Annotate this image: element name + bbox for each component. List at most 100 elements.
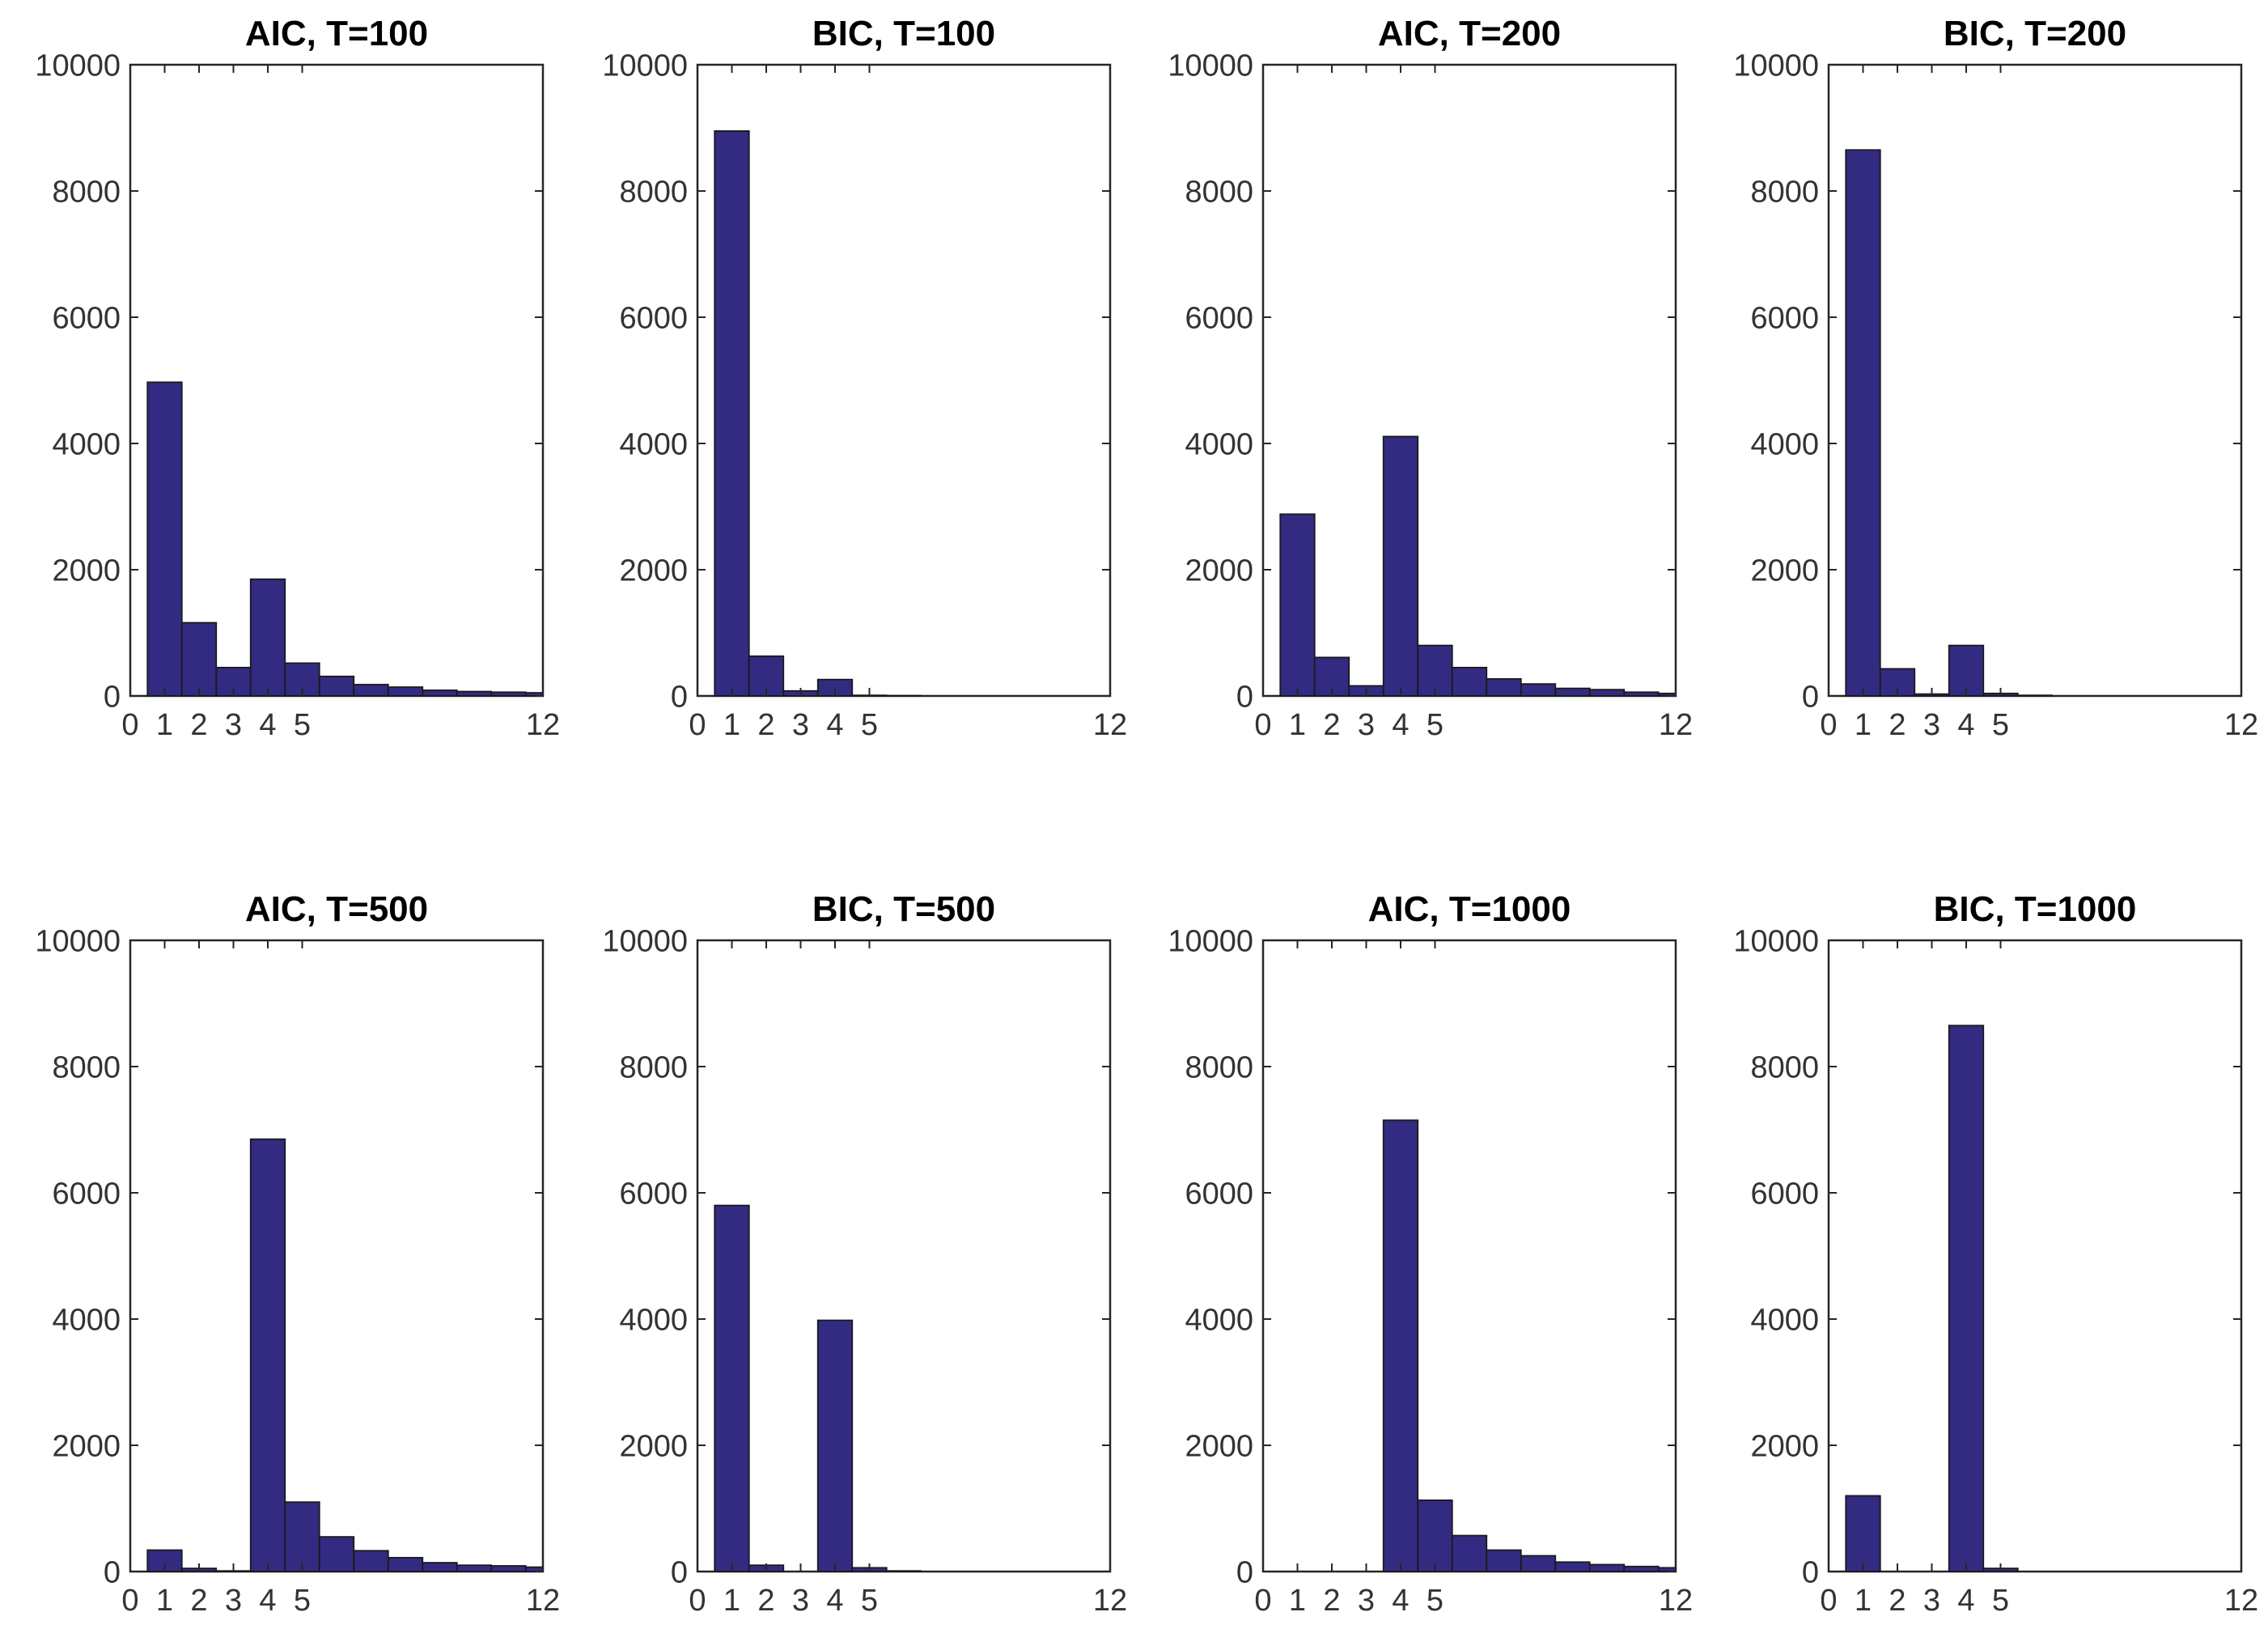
y-tick-label: 4000 [52,427,121,461]
histogram-bar [1486,678,1522,697]
histogram-bar [1948,1024,1985,1572]
x-tick-label: 1 [1289,1584,1306,1618]
x-tick-label: 12 [526,1584,560,1618]
chart-title: AIC, T=100 [245,14,428,53]
y-tick-label: 0 [1236,680,1253,714]
y-tick-label: 2000 [1750,1429,1819,1463]
x-tick-label: 5 [294,708,311,742]
axes-box [129,63,545,698]
histogram-bar [249,1138,286,1572]
y-tick-label: 0 [671,1555,688,1589]
y-tick-label: 4000 [1185,1303,1253,1337]
histogram-bar [2016,694,2054,697]
y-tick-label: 8000 [619,1050,688,1084]
y-tick-label: 2000 [619,554,688,588]
axes-box [696,939,1112,1573]
histogram-bar [456,690,493,697]
histogram-bar [1451,667,1488,697]
x-tick-label: 4 [1957,708,1974,742]
x-tick-label: 4 [1392,1584,1409,1618]
y-tick-label: 6000 [1185,1177,1253,1211]
axes-box [696,63,1112,698]
x-tick-label: 5 [1427,708,1443,742]
axes-box [1827,939,2243,1573]
y-tick-label: 8000 [52,175,121,209]
x-tick-label: 12 [526,708,560,742]
histogram-bar [318,675,355,697]
histogram-bar [1588,1563,1626,1572]
x-tick-label: 4 [1392,708,1409,742]
y-tick-label: 8000 [52,1050,121,1084]
histogram-bar [456,1564,493,1572]
x-tick-label: 12 [1093,1584,1127,1618]
histogram-bar [1382,1119,1419,1572]
chart-title: BIC, T=1000 [1934,889,2137,929]
y-tick-label: 10000 [35,49,121,83]
x-tick-label: 2 [1323,1584,1340,1618]
y-tick-label: 8000 [619,175,688,209]
x-tick-label: 3 [792,1584,809,1618]
histogram-bar [180,621,218,697]
histogram-bar [387,686,424,697]
x-tick-label: 12 [2224,1584,2258,1618]
histogram-bar [284,1501,320,1572]
histogram-bar [1554,1561,1591,1572]
histogram-bar [714,129,750,697]
y-tick-label: 8000 [1185,1050,1253,1084]
x-tick-label: 1 [1855,708,1872,742]
y-tick-label: 2000 [1185,554,1253,588]
histogram-bar [1623,1565,1660,1572]
x-tick-label: 5 [1427,1584,1443,1618]
histogram-bar [249,578,286,697]
y-tick-label: 4000 [619,1303,688,1337]
x-tick-label: 5 [1992,1584,2009,1618]
y-tick-label: 10000 [35,924,121,958]
x-tick-label: 0 [689,1584,706,1618]
histogram-bar [422,689,458,697]
x-tick-label: 1 [156,1584,173,1618]
histogram-bar [1554,687,1591,697]
y-tick-label: 6000 [1750,1177,1819,1211]
histogram-bar [1845,1495,1881,1572]
y-tick-label: 4000 [1750,427,1819,461]
y-tick-label: 6000 [52,1177,121,1211]
x-tick-label: 5 [294,1584,311,1618]
y-tick-label: 10000 [1733,49,1819,83]
histogram-bar [1279,513,1316,697]
histogram-bar [490,1565,527,1572]
chart-title: BIC, T=500 [812,889,995,929]
x-tick-label: 0 [1820,708,1837,742]
histogram-bar [1520,1555,1557,1572]
y-tick-label: 8000 [1185,175,1253,209]
x-tick-label: 3 [792,708,809,742]
histogram-bar [318,1536,355,1572]
x-tick-label: 1 [156,708,173,742]
x-tick-label: 0 [689,708,706,742]
x-tick-label: 2 [757,708,774,742]
histogram-bar [146,381,183,697]
histogram-bar [1486,1549,1522,1572]
x-tick-label: 4 [826,1584,843,1618]
axes-box [1261,939,1677,1573]
x-tick-label: 4 [259,1584,276,1618]
x-tick-label: 4 [259,708,276,742]
x-tick-label: 4 [1957,1584,1974,1618]
x-tick-label: 2 [1323,708,1340,742]
x-tick-label: 1 [1289,708,1306,742]
y-tick-label: 2000 [52,554,121,588]
histogram-bar [387,1556,424,1572]
histogram-bar [885,1570,922,1572]
y-tick-label: 0 [1802,1555,1819,1589]
x-tick-label: 2 [1889,708,1906,742]
y-tick-label: 10000 [602,49,688,83]
x-tick-label: 12 [1093,708,1127,742]
x-tick-label: 0 [1254,708,1271,742]
histogram-bar [422,1562,458,1572]
x-tick-label: 4 [826,708,843,742]
x-tick-label: 12 [1659,708,1693,742]
